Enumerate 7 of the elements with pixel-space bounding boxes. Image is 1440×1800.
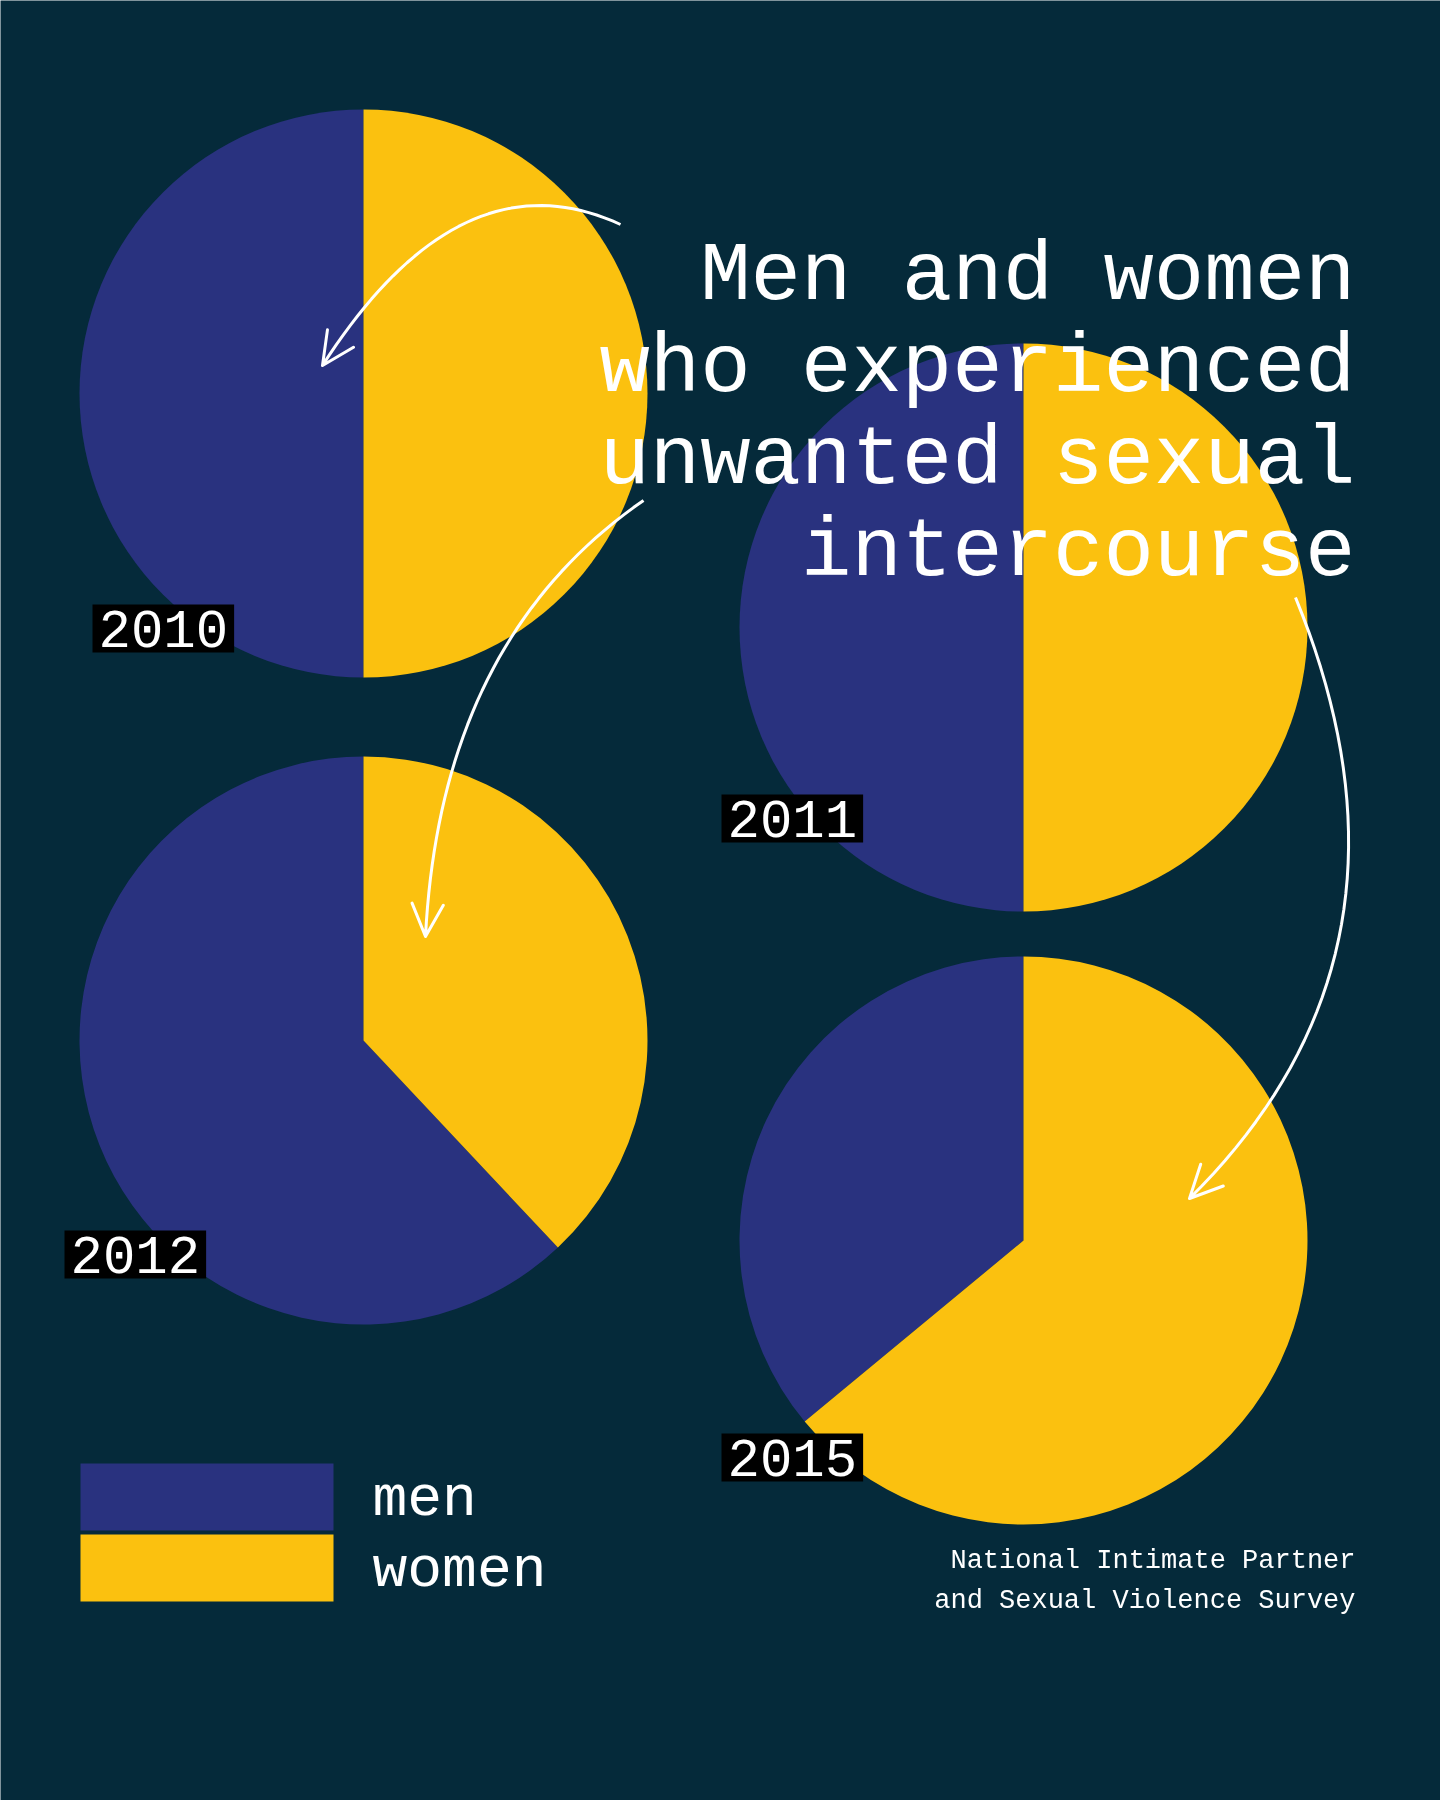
text: 2011: [727, 791, 858, 853]
legend-label: men: [372, 1467, 477, 1532]
text: 2012: [70, 1227, 201, 1289]
legend-label: women: [372, 1538, 547, 1603]
text: National Intimate Partner and Sexual Violence Survey: [934, 1545, 1356, 1616]
text: 2015: [727, 1430, 858, 1492]
text: 2010: [98, 601, 229, 663]
